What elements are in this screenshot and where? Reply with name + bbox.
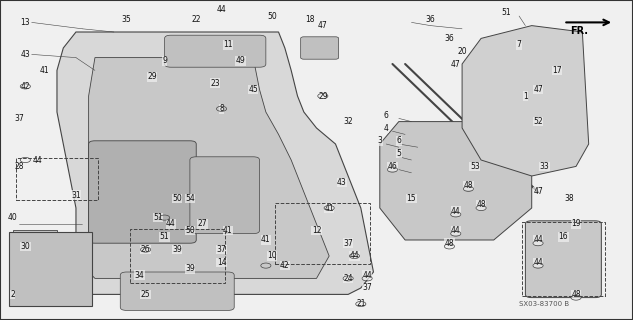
Text: 20: 20 (457, 47, 467, 56)
Text: 44: 44 (166, 220, 176, 228)
Polygon shape (380, 122, 532, 240)
Text: 47: 47 (533, 188, 543, 196)
Text: 1: 1 (523, 92, 528, 100)
Text: 45: 45 (248, 85, 258, 94)
Polygon shape (89, 58, 329, 278)
Text: 11: 11 (223, 40, 233, 49)
Text: SX03-83700 B: SX03-83700 B (519, 301, 570, 307)
Text: 44: 44 (533, 258, 543, 267)
Text: 44: 44 (533, 236, 543, 244)
Polygon shape (57, 32, 373, 294)
Text: 7: 7 (517, 40, 522, 49)
Text: 28: 28 (14, 162, 24, 171)
Text: 37: 37 (216, 245, 227, 254)
Text: 54: 54 (185, 194, 195, 203)
Text: 51: 51 (501, 8, 511, 17)
Text: 9: 9 (162, 56, 167, 65)
Text: 35: 35 (122, 15, 132, 24)
Text: 48: 48 (463, 181, 473, 190)
Text: 19: 19 (571, 220, 581, 228)
Text: 50: 50 (185, 226, 195, 235)
Text: 46: 46 (387, 162, 398, 171)
Text: 22: 22 (191, 15, 201, 24)
Text: 44: 44 (216, 5, 227, 14)
Text: 39: 39 (172, 245, 182, 254)
Text: 50: 50 (172, 194, 182, 203)
Text: 51: 51 (153, 213, 163, 222)
FancyBboxPatch shape (301, 37, 339, 59)
Text: 41: 41 (39, 66, 49, 75)
Text: 39: 39 (185, 264, 195, 273)
FancyBboxPatch shape (9, 232, 92, 306)
Text: 3: 3 (377, 136, 382, 145)
Text: 6: 6 (384, 111, 389, 120)
Text: 30: 30 (20, 242, 30, 251)
Text: 6: 6 (396, 136, 401, 145)
Text: 44: 44 (349, 252, 360, 260)
Text: 49: 49 (235, 56, 246, 65)
Text: 44: 44 (33, 156, 43, 164)
Text: 43: 43 (20, 50, 30, 59)
Text: 47: 47 (318, 21, 328, 30)
Text: 51: 51 (160, 232, 170, 241)
Text: 44: 44 (451, 226, 461, 235)
Text: 48: 48 (476, 200, 486, 209)
Text: 38: 38 (565, 194, 575, 203)
FancyBboxPatch shape (165, 35, 266, 67)
Text: 12: 12 (311, 226, 322, 235)
Text: 41: 41 (261, 236, 271, 244)
Text: 52: 52 (533, 117, 543, 126)
Text: 48: 48 (571, 290, 581, 299)
Text: 33: 33 (539, 162, 549, 171)
Text: 17: 17 (552, 66, 562, 75)
Text: 48: 48 (444, 239, 454, 248)
Text: 21: 21 (356, 300, 366, 308)
Text: 15: 15 (406, 194, 417, 203)
FancyBboxPatch shape (190, 157, 260, 234)
Text: 34: 34 (134, 271, 144, 280)
Polygon shape (462, 26, 589, 176)
Text: 44: 44 (451, 207, 461, 216)
Text: 5: 5 (396, 149, 401, 158)
Text: 2: 2 (10, 290, 15, 299)
Text: 44: 44 (362, 271, 372, 280)
Text: 18: 18 (305, 15, 315, 24)
Text: 32: 32 (343, 117, 353, 126)
Text: 13: 13 (20, 18, 30, 27)
Text: 36: 36 (425, 15, 436, 24)
FancyBboxPatch shape (525, 221, 601, 298)
Text: 25: 25 (141, 290, 151, 299)
Text: 29: 29 (318, 92, 328, 100)
Text: 43: 43 (337, 178, 347, 187)
Text: 47: 47 (533, 85, 543, 94)
Text: 42: 42 (20, 82, 30, 91)
FancyBboxPatch shape (120, 272, 234, 310)
Text: 47: 47 (451, 60, 461, 68)
Text: 27: 27 (197, 220, 208, 228)
Text: 14: 14 (216, 258, 227, 267)
Text: FR.: FR. (570, 26, 587, 36)
Text: 37: 37 (362, 284, 372, 292)
Polygon shape (13, 230, 57, 304)
FancyBboxPatch shape (89, 141, 196, 243)
Text: 4: 4 (384, 124, 389, 132)
Text: 41: 41 (223, 226, 233, 235)
Text: 10: 10 (267, 252, 277, 260)
Text: 26: 26 (141, 245, 151, 254)
Text: 50: 50 (267, 12, 277, 20)
Text: 53: 53 (470, 162, 480, 171)
Text: 36: 36 (444, 34, 454, 43)
Text: 42: 42 (280, 261, 290, 270)
Text: 8: 8 (219, 104, 224, 113)
Text: 31: 31 (71, 191, 81, 200)
Text: 24: 24 (343, 274, 353, 283)
Text: 40: 40 (8, 213, 18, 222)
Text: 23: 23 (210, 79, 220, 88)
Text: 16: 16 (558, 232, 568, 241)
Text: 29: 29 (147, 72, 157, 81)
Text: 37: 37 (14, 114, 24, 123)
Text: 37: 37 (343, 239, 353, 248)
Text: 41: 41 (324, 204, 334, 212)
